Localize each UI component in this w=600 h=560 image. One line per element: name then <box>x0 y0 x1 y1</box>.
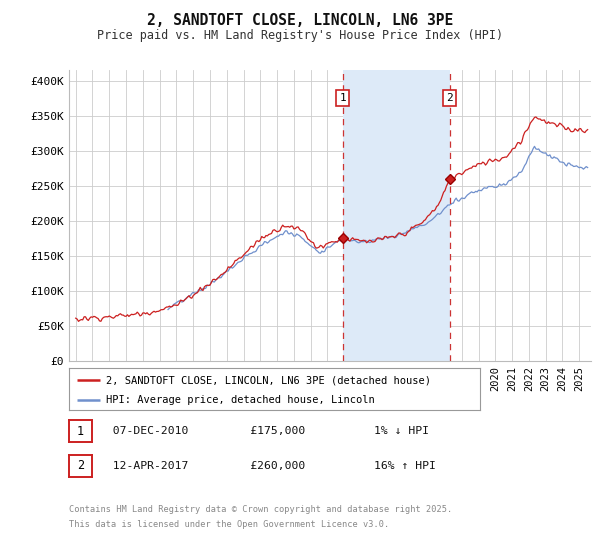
Text: HPI: Average price, detached house, Lincoln: HPI: Average price, detached house, Linc… <box>106 395 375 404</box>
Text: 07-DEC-2010         £175,000          1% ↓ HPI: 07-DEC-2010 £175,000 1% ↓ HPI <box>99 426 429 436</box>
Text: 2: 2 <box>77 459 84 473</box>
Text: 1: 1 <box>77 424 84 438</box>
Text: This data is licensed under the Open Government Licence v3.0.: This data is licensed under the Open Gov… <box>69 520 389 529</box>
Text: 2, SANDTOFT CLOSE, LINCOLN, LN6 3PE (detached house): 2, SANDTOFT CLOSE, LINCOLN, LN6 3PE (det… <box>106 375 431 385</box>
Text: Contains HM Land Registry data © Crown copyright and database right 2025.: Contains HM Land Registry data © Crown c… <box>69 505 452 514</box>
Text: 1: 1 <box>340 92 346 102</box>
Bar <box>343 70 449 361</box>
Text: Price paid vs. HM Land Registry's House Price Index (HPI): Price paid vs. HM Land Registry's House … <box>97 29 503 43</box>
Text: 2: 2 <box>446 92 453 102</box>
Text: 12-APR-2017         £260,000          16% ↑ HPI: 12-APR-2017 £260,000 16% ↑ HPI <box>99 461 436 471</box>
Text: 2, SANDTOFT CLOSE, LINCOLN, LN6 3PE: 2, SANDTOFT CLOSE, LINCOLN, LN6 3PE <box>147 13 453 28</box>
